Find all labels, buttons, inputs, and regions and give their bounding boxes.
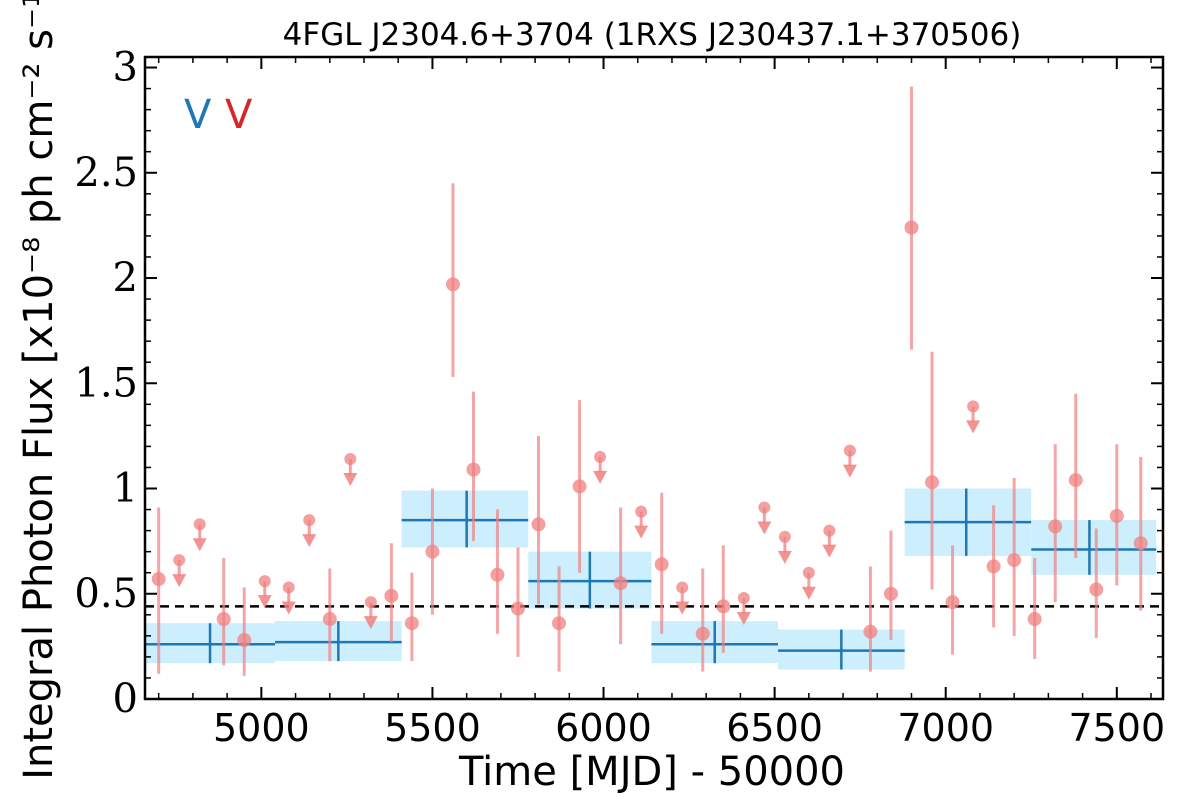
upper-limit-point [758, 501, 771, 514]
flux-point [216, 612, 231, 627]
flux-point [904, 220, 919, 235]
flux-point [1048, 519, 1063, 534]
flux-point [1133, 536, 1148, 551]
upper-limit-point [594, 450, 607, 463]
y-tick-label: 0.5 [74, 571, 138, 617]
flux-point [1027, 612, 1042, 627]
y-tick-label: 1 [113, 466, 138, 512]
upper-limit-arrow [172, 574, 187, 588]
flux-point [863, 624, 878, 639]
flux-point [552, 616, 567, 631]
y-axis-ticks: 0 0.5 1 1.5 2 2.5 3 [74, 45, 1163, 722]
flux-point [384, 588, 399, 603]
flux-point [466, 462, 481, 477]
flux-point [151, 572, 166, 587]
y-tick-label: 0 [113, 676, 138, 722]
flux-point [986, 559, 1001, 574]
upper-limit-point [843, 444, 856, 457]
binned-flux-layer [145, 488, 1157, 670]
flux-point [654, 557, 669, 572]
upper-limit-arrow [634, 525, 649, 539]
flux-point [425, 544, 440, 559]
y-axis-label: Integral Photon Flux [x10⁻⁸ ph cm⁻² s⁻¹] [16, 0, 62, 780]
y-tick-label: 1.5 [74, 360, 138, 406]
flux-point [237, 633, 252, 648]
y-tick-label: 3 [113, 45, 138, 91]
flux-point [883, 586, 898, 601]
flux-point [716, 599, 731, 614]
flux-point [925, 475, 940, 490]
flux-point [945, 595, 960, 610]
x-tick-label: 6000 [555, 706, 652, 750]
upper-limit-point [193, 518, 206, 531]
upper-limit-arrow [757, 521, 772, 535]
upper-limit-arrow [966, 420, 981, 434]
x-tick-label: 6500 [726, 706, 823, 750]
x-tick-label: 5500 [384, 706, 481, 750]
upper-limits-layer [172, 400, 981, 630]
upper-limit-arrow [777, 550, 792, 564]
upper-limit-point [303, 514, 316, 527]
x-axis-ticks: 5000 5500 6000 6500 7000 7500 [157, 57, 1165, 750]
flux-point [695, 626, 710, 641]
flux-point [1109, 508, 1124, 523]
upper-limit-arrow [302, 534, 317, 548]
flux-point [572, 479, 587, 494]
flux-point [322, 612, 337, 627]
upper-limit-point [258, 575, 271, 588]
y-tick-label: 2 [113, 255, 138, 301]
upper-limit-point [737, 591, 750, 604]
flux-point [490, 567, 505, 582]
upper-limit-point [802, 566, 815, 579]
x-tick-label: 5000 [213, 706, 310, 750]
upper-limit-point [823, 524, 836, 537]
flux-point [1068, 473, 1083, 488]
upper-limit-point [173, 554, 186, 567]
upper-limit-arrow [593, 470, 608, 484]
upper-limit-arrow [675, 601, 690, 615]
x-axis-label: Time [MJD] - 50000 [458, 749, 845, 795]
flux-point [404, 616, 419, 631]
upper-limit-arrow [363, 616, 378, 630]
legend-label-red: V [225, 92, 253, 138]
flux-point [613, 576, 628, 591]
flux-points-layer [151, 86, 1148, 676]
upper-limit-arrow [281, 601, 296, 615]
x-tick-label: 7500 [1068, 706, 1165, 750]
upper-limit-point [282, 581, 295, 594]
flux-point [510, 601, 525, 616]
y-tick-label: 2.5 [74, 150, 138, 196]
plot-frame [143, 55, 1165, 701]
x-tick-label: 7000 [897, 706, 994, 750]
upper-limit-point [778, 530, 791, 543]
upper-limit-arrow [822, 544, 837, 558]
upper-limit-point [635, 505, 648, 518]
upper-limit-arrow [842, 464, 857, 478]
upper-limit-point [967, 400, 980, 413]
upper-limit-arrow [801, 586, 816, 600]
upper-limit-point [344, 453, 357, 466]
upper-limit-arrow [192, 538, 207, 552]
flux-point [445, 277, 460, 292]
flux-point [531, 517, 546, 532]
upper-limit-arrow [343, 473, 358, 487]
chart-title: 4FGL J2304.6+3704 (1RXS J230437.1+370506… [283, 17, 1022, 53]
upper-limit-point [364, 596, 377, 609]
upper-limit-arrow [736, 611, 751, 625]
flux-point [1007, 553, 1022, 568]
flux-point [1089, 582, 1104, 597]
upper-limit-arrow [257, 595, 272, 609]
upper-limit-point [676, 581, 689, 594]
legend-label-blue: V [184, 92, 212, 138]
